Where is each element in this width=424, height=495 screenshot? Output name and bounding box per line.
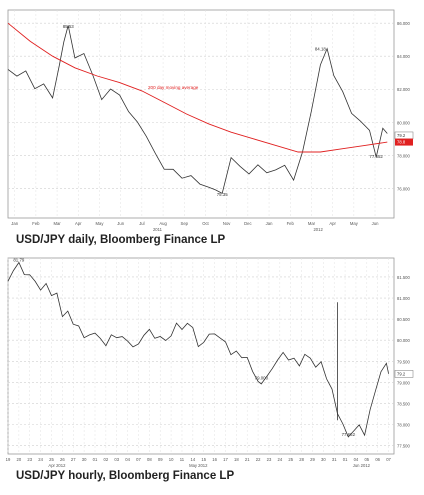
y-tick-label: 79.500	[397, 359, 410, 364]
x-tick-label: 17	[223, 457, 228, 462]
x-tick-label: 08	[147, 457, 152, 462]
x-tick-label: 25	[288, 457, 293, 462]
month-label: May 2012	[189, 463, 208, 468]
x-tick-label: 05	[364, 457, 369, 462]
y-tick-label: 82.000	[397, 87, 410, 92]
x-tick-label: 19	[6, 457, 11, 462]
y-tick-label: 77.500	[397, 444, 410, 449]
x-tick-label: 26	[60, 457, 65, 462]
month-label: Apr 2012	[48, 463, 66, 468]
x-tick-label: Jan	[11, 221, 18, 226]
x-tick-label: 06	[375, 457, 380, 462]
ma-annotation: 200 day moving average	[148, 85, 199, 90]
x-tick-label: Apr	[329, 221, 336, 226]
x-tick-label: 29	[310, 457, 315, 462]
x-tick-label: 14	[191, 457, 196, 462]
x-tick-label: 23	[27, 457, 32, 462]
annotation-label: 77.652	[369, 154, 383, 159]
x-tick-label: 07	[386, 457, 391, 462]
x-tick-label: 09	[158, 457, 163, 462]
y-tick-label: 81.000	[397, 296, 410, 301]
daily-chart-panel: 86.000 84.000 82.000 80.000 78.000 76.000 Jan F…	[7, 9, 414, 232]
annotation-label: 84.18	[315, 46, 327, 51]
x-tick-label: 21	[245, 457, 250, 462]
y-tick-label: 79.000	[397, 380, 410, 385]
x-tick-label: 30	[82, 457, 87, 462]
x-tick-label: 28	[299, 457, 304, 462]
y-tick-label: 86.000	[397, 21, 410, 26]
annotation-label: 75.35	[217, 192, 229, 197]
x-tick-label: 02	[104, 457, 109, 462]
x-tick-label: 15	[201, 457, 206, 462]
last-price-label: 79.2	[397, 133, 406, 138]
x-tick-label: Feb	[32, 221, 40, 226]
x-tick-label: May	[96, 221, 105, 226]
last-price-box	[394, 370, 414, 378]
x-tick-label: 03	[114, 457, 119, 462]
x-tick-label: 22	[256, 457, 261, 462]
x-tick-label: 01	[343, 457, 348, 462]
y-tick-label: 84.000	[397, 54, 410, 59]
year-label: 2011	[153, 227, 163, 232]
x-tick-label: 18	[234, 457, 239, 462]
x-tick-label: 01	[93, 457, 98, 462]
hourly-chart: 81.500 81.000 80.500 80.000 79.500 79.000 78.5…	[6, 257, 414, 468]
plot-area	[7, 9, 395, 219]
x-tick-label: May	[350, 221, 359, 226]
x-tick-label: 24	[38, 457, 43, 462]
x-tick-label: Jun	[372, 221, 379, 226]
annotation-label: 79.000	[255, 375, 269, 380]
series-line	[7, 25, 388, 194]
x-tick-label: 27	[71, 457, 76, 462]
x-tick-label: 24	[277, 457, 282, 462]
plot-area	[7, 257, 395, 455]
x-tick-label: Jun	[117, 221, 124, 226]
hourly-chart-panel: 81.500 81.000 80.500 80.000 79.500 79.000 78.5…	[0, 250, 424, 495]
y-tick-label: 81.500	[397, 275, 410, 280]
annotation-label: 77.652	[342, 432, 356, 437]
y-tick-label: 80.000	[397, 338, 410, 343]
y-tick-label: 78.000	[397, 422, 410, 427]
x-tick-label: Oct	[202, 221, 209, 226]
x-tick-label: Sep	[181, 221, 189, 226]
x-tick-label: 07	[136, 457, 141, 462]
x-tick-label: Feb	[287, 221, 295, 226]
daily-chart: 86.000 84.000 82.000 80.000 78.000 76.000 Jan F…	[7, 9, 414, 232]
hourly-chart-caption: USD/JPY hourly, Bloomberg Finance LP	[16, 470, 235, 482]
annotation-label: 85.53	[63, 24, 75, 29]
x-tick-label: 10	[169, 457, 174, 462]
y-tick-label: 78.000	[397, 153, 410, 158]
y-tick-label: 76.000	[397, 186, 410, 191]
x-tick-label: Mar	[53, 221, 61, 226]
series-line	[7, 261, 389, 438]
x-tick-label: 20	[17, 457, 22, 462]
x-tick-label: 31	[332, 457, 337, 462]
x-tick-label: Dec	[244, 221, 251, 226]
x-tick-label: Nov	[223, 221, 231, 226]
ma-value-label: 78.8	[397, 140, 406, 145]
x-tick-label: 04	[125, 457, 130, 462]
x-tick-label: 11	[180, 457, 185, 462]
last-price-label: 79.2	[397, 372, 406, 377]
x-tick-label: 30	[321, 457, 326, 462]
year-label: 2012	[313, 227, 323, 232]
month-label: Jun 2012	[353, 463, 371, 468]
x-tick-label: Jul	[139, 221, 144, 226]
x-tick-label: Mar	[308, 221, 316, 226]
series-line	[7, 22, 388, 153]
y-tick-label: 78.500	[397, 401, 410, 406]
ma-value-box	[395, 138, 413, 146]
x-tick-label: 25	[49, 457, 54, 462]
annotation-label: 81.79	[13, 258, 25, 263]
x-tick-label: 23	[267, 457, 272, 462]
x-tick-label: Aug	[159, 221, 167, 226]
daily-chart-caption: USD/JPY daily, Bloomberg Finance LP	[16, 234, 226, 246]
x-tick-label: Jan	[266, 221, 273, 226]
x-tick-label: Apr	[75, 221, 82, 226]
x-tick-label: 04	[354, 457, 359, 462]
x-tick-label: 16	[212, 457, 217, 462]
y-tick-label: 80.500	[397, 317, 410, 322]
y-tick-label: 80.000	[397, 120, 410, 125]
